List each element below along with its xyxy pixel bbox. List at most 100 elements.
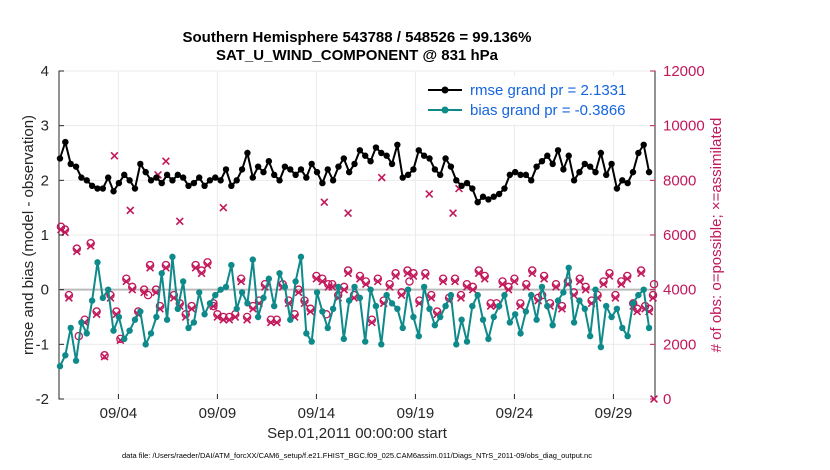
rmse-point — [495, 190, 503, 198]
bias-point — [56, 363, 64, 370]
obs-assimilated-stroke — [231, 313, 240, 321]
obs-assimilated-marker — [552, 282, 560, 291]
obs-assimilated-stroke — [421, 272, 430, 280]
bias-point — [174, 305, 182, 312]
bias-point — [335, 283, 342, 291]
obs-assimilated-marker — [522, 282, 531, 291]
bias-point — [544, 302, 551, 310]
obs-assimilated-stroke — [474, 269, 483, 278]
obs-assimilated-stroke — [385, 282, 394, 291]
y-axis-label: rmse and bias (model - observation) — [20, 115, 37, 355]
bias-point — [340, 335, 348, 343]
bias-point — [83, 330, 90, 337]
rmse-point — [281, 163, 289, 170]
obs-assimilated-marker — [110, 151, 119, 160]
rmse-point — [345, 168, 353, 176]
obs-assimilated-marker — [318, 277, 327, 286]
bias-point — [490, 313, 497, 321]
bias-point — [410, 313, 417, 321]
obs-assimilated-stroke — [468, 285, 477, 294]
rmse-point — [565, 152, 572, 159]
rmse-point — [410, 166, 417, 173]
bias-point — [88, 297, 96, 304]
bias-point — [94, 259, 101, 266]
y-right-tick-label: 10000 — [663, 118, 705, 135]
bias-point — [420, 283, 428, 291]
bias-point — [297, 253, 305, 261]
rmse-point — [544, 152, 551, 159]
rmse-point — [528, 177, 535, 184]
rmse-point — [624, 179, 631, 187]
rmse-point — [217, 177, 224, 184]
bias-point — [554, 297, 562, 304]
obs-assimilated-marker — [451, 277, 459, 286]
obs-assimilated-marker — [510, 277, 519, 286]
y-right-tick-label: 12000 — [663, 63, 705, 80]
obs-assimilated-stroke — [397, 291, 406, 300]
rmse-point — [453, 177, 460, 184]
obs-assimilated-stroke — [528, 269, 537, 278]
obs-assimilated-stroke — [367, 318, 376, 327]
rmse-point — [254, 163, 262, 170]
bias-point — [592, 286, 599, 293]
obs-assimilated-marker — [356, 274, 364, 283]
obs-assimilated-stroke — [64, 293, 73, 302]
bias-point — [345, 297, 353, 304]
rmse-point — [163, 171, 171, 179]
rmse-point — [99, 185, 107, 192]
obs-assimilated-stroke — [581, 285, 590, 294]
bias-point — [533, 316, 540, 323]
bias-point — [254, 313, 262, 321]
obs-assimilated-stroke — [152, 288, 160, 297]
bias-point — [72, 357, 80, 364]
bias-point — [565, 264, 572, 271]
bias-point — [586, 332, 594, 340]
bias-point — [287, 316, 294, 323]
bias-point — [126, 327, 133, 334]
rmse-point — [115, 179, 123, 187]
obs-assimilated-stroke — [213, 313, 222, 321]
obs-assimilated-marker — [237, 277, 246, 286]
bias-point — [404, 286, 412, 293]
bias-point — [260, 294, 267, 302]
rmse-point — [292, 171, 299, 179]
obs-assimilated-stroke — [237, 277, 246, 286]
obs-assimilated-marker — [599, 280, 608, 289]
obs-assimilated-marker — [581, 285, 590, 294]
legend-bias-label: bias grand pr = -0.3866 — [470, 102, 626, 119]
obs-assimilated-marker — [480, 274, 489, 283]
obs-assimilated-marker — [649, 293, 657, 302]
chart-title-line2: SAT_U_WIND_COMPONENT @ 831 hPa — [216, 47, 499, 64]
obs-assimilated-stroke — [266, 318, 275, 327]
rmse-point — [153, 174, 160, 181]
obs-assimilated-stroke — [439, 277, 448, 286]
bias-point — [276, 270, 283, 277]
bias-point — [142, 341, 149, 348]
x-tick-label: 09/14 — [298, 405, 336, 422]
bias-point — [640, 286, 647, 293]
obs-assimilated-marker — [219, 203, 228, 212]
rmse-point — [126, 177, 133, 184]
obs-assimilated-marker — [140, 288, 149, 297]
bias-point — [453, 341, 460, 348]
rmse-point — [490, 193, 497, 200]
rmse-point — [603, 171, 610, 179]
obs-assimilated-stroke — [373, 277, 382, 286]
obs-assimilated-marker — [637, 269, 646, 278]
rmse-point — [131, 185, 139, 192]
y-right-tick-label: 8000 — [663, 172, 696, 189]
bias-point — [201, 311, 208, 318]
rmse-point — [260, 168, 267, 176]
bias-point — [426, 305, 433, 312]
obs-assimilated-marker — [72, 247, 81, 256]
bias-point — [233, 305, 240, 312]
rmse-point — [201, 182, 208, 189]
bias-point — [517, 330, 524, 337]
rmse-point — [383, 152, 390, 159]
bias-point — [635, 291, 642, 299]
rmse-point — [420, 152, 428, 159]
x-tick-label: 09/29 — [595, 405, 633, 422]
obs-assimilated-marker — [92, 310, 101, 319]
obs-assimilated-stroke — [433, 310, 442, 319]
rmse-point — [463, 179, 471, 187]
